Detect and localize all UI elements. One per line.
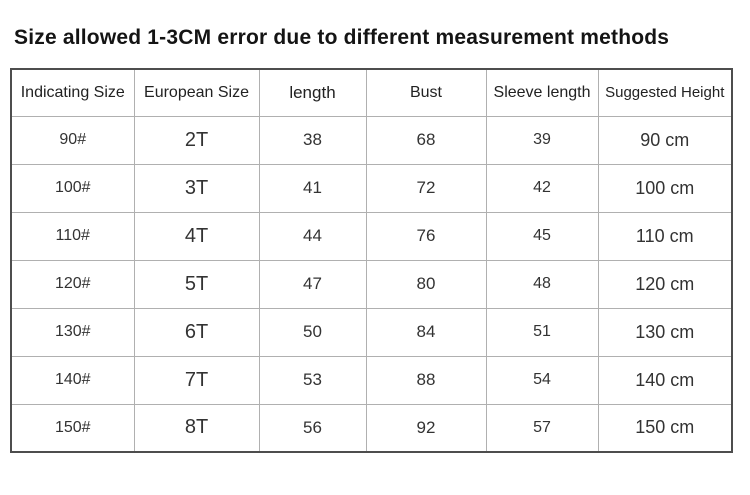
cell-european-size: 4T <box>133 211 260 261</box>
cell-european-size: 5T <box>133 259 260 309</box>
cell-bust: 76 <box>365 211 487 261</box>
table-row: 150# 8T 56 92 57 150 cm <box>10 403 733 453</box>
cell-bust: 80 <box>365 259 487 309</box>
column-header-european-size: European Size <box>133 68 260 117</box>
table-row: 110# 4T 44 76 45 110 cm <box>10 211 733 261</box>
column-header-bust: Bust <box>365 68 487 117</box>
table-row: 140# 7T 53 88 54 140 cm <box>10 355 733 405</box>
cell-bust: 84 <box>365 307 487 357</box>
cell-bust: 92 <box>365 403 487 453</box>
cell-european-size: 2T <box>133 115 260 165</box>
cell-bust: 68 <box>365 115 487 165</box>
cell-indicating-size: 110# <box>10 211 135 261</box>
column-header-suggested-height: Suggested Height <box>597 68 733 117</box>
cell-sleeve-length: 51 <box>485 307 599 357</box>
cell-indicating-size: 150# <box>10 403 135 453</box>
column-header-length: length <box>258 68 367 117</box>
column-header-indicating-size: Indicating Size <box>10 68 135 117</box>
cell-european-size: 8T <box>133 403 260 453</box>
table-row: 120# 5T 47 80 48 120 cm <box>10 259 733 309</box>
cell-indicating-size: 100# <box>10 163 135 213</box>
cell-indicating-size: 120# <box>10 259 135 309</box>
cell-bust: 88 <box>365 355 487 405</box>
cell-length: 50 <box>258 307 367 357</box>
cell-suggested-height: 130 cm <box>597 307 733 357</box>
table-row: 90# 2T 38 68 39 90 cm <box>10 115 733 165</box>
cell-suggested-height: 140 cm <box>597 355 733 405</box>
cell-length: 44 <box>258 211 367 261</box>
cell-indicating-size: 90# <box>10 115 135 165</box>
cell-sleeve-length: 54 <box>485 355 599 405</box>
cell-bust: 72 <box>365 163 487 213</box>
cell-length: 38 <box>258 115 367 165</box>
cell-sleeve-length: 39 <box>485 115 599 165</box>
cell-european-size: 3T <box>133 163 260 213</box>
cell-suggested-height: 120 cm <box>597 259 733 309</box>
cell-sleeve-length: 45 <box>485 211 599 261</box>
column-header-sleeve-length: Sleeve length <box>485 68 599 117</box>
cell-sleeve-length: 57 <box>485 403 599 453</box>
cell-length: 47 <box>258 259 367 309</box>
table-row: 100# 3T 41 72 42 100 cm <box>10 163 733 213</box>
cell-suggested-height: 110 cm <box>597 211 733 261</box>
cell-indicating-size: 140# <box>10 355 135 405</box>
page-title: Size allowed 1-3CM error due to differen… <box>14 26 670 49</box>
table-row: 130# 6T 50 84 51 130 cm <box>10 307 733 357</box>
cell-sleeve-length: 48 <box>485 259 599 309</box>
cell-length: 53 <box>258 355 367 405</box>
size-table: Indicating Size European Size length Bus… <box>10 68 733 453</box>
cell-european-size: 7T <box>133 355 260 405</box>
cell-sleeve-length: 42 <box>485 163 599 213</box>
header-row: Indicating Size European Size length Bus… <box>10 68 733 117</box>
cell-suggested-height: 150 cm <box>597 403 733 453</box>
cell-indicating-size: 130# <box>10 307 135 357</box>
cell-length: 56 <box>258 403 367 453</box>
cell-suggested-height: 90 cm <box>597 115 733 165</box>
cell-length: 41 <box>258 163 367 213</box>
cell-suggested-height: 100 cm <box>597 163 733 213</box>
cell-european-size: 6T <box>133 307 260 357</box>
